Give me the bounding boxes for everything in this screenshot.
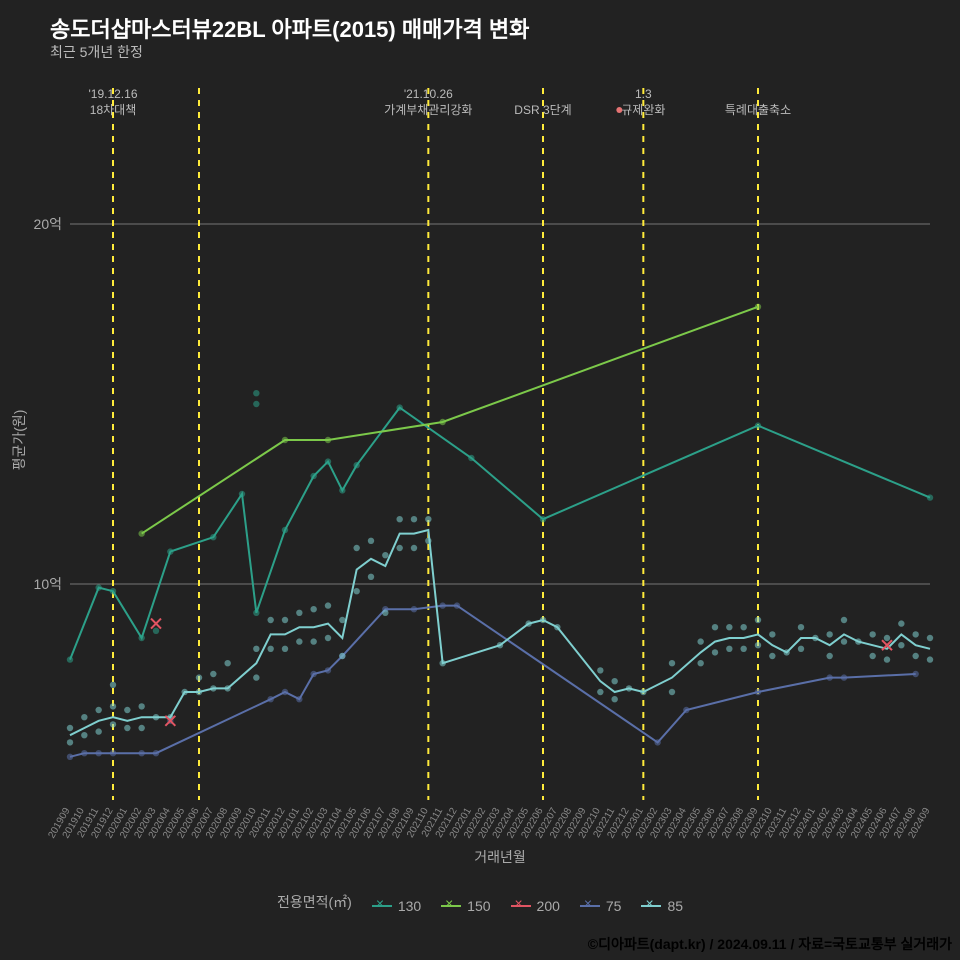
legend-item-85: 85	[641, 898, 683, 914]
svg-text:1.3: 1.3	[635, 87, 652, 101]
legend: 전용면적(㎡) 130 150 200 75 85	[0, 892, 960, 914]
svg-text:가계부채관리강화: 가계부채관리강화	[384, 103, 472, 117]
svg-text:규제완화: 규제완화	[621, 103, 665, 117]
svg-text:거래년월: 거래년월	[474, 849, 526, 865]
svg-text:18차대책: 18차대책	[90, 102, 136, 117]
svg-text:20억: 20억	[34, 216, 62, 232]
legend-item-75: 75	[580, 898, 622, 914]
svg-text:특례대출축소: 특례대출축소	[725, 103, 791, 117]
chart-container: 송도더샵마스터뷰22BL 아파트(2015) 매매가격 변화 최근 5개년 한정…	[0, 0, 960, 960]
chart-footer: ©디아파트(dapt.kr) / 2024.09.11 / 자료=국토교통부 실…	[588, 934, 952, 954]
legend-item-150: 150	[441, 898, 490, 914]
chart-svg: 10억 20억평균가(원) '19.12.1618차대책 '21.10.26 가계부채관…	[0, 0, 960, 960]
legend-title: 전용면적(㎡)	[277, 892, 352, 912]
svg-text:평균가(원): 평균가(원)	[11, 410, 27, 471]
legend-item-200: 200	[511, 898, 560, 914]
svg-text:10억: 10억	[34, 576, 62, 592]
svg-text:DSR 3단계: DSR 3단계	[514, 103, 571, 117]
svg-text:'19.12.16: '19.12.16	[88, 87, 137, 101]
legend-item-130: 130	[372, 898, 421, 914]
svg-text:'21.10.26: '21.10.26	[404, 87, 453, 101]
